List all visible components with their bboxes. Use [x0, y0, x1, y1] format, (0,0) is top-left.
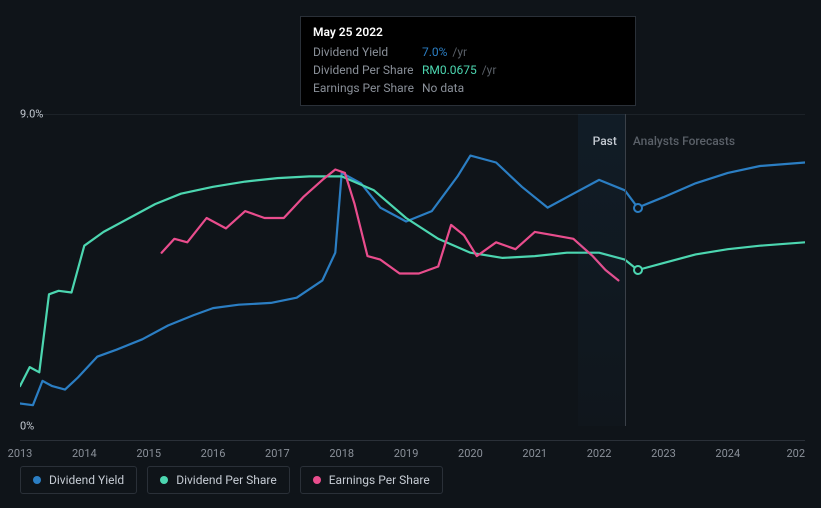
legend-item[interactable]: Dividend Per Share [147, 466, 290, 494]
tooltip-rows: Dividend Yield7.0% /yrDividend Per Share… [313, 43, 504, 97]
chart-tooltip: May 25 2022 Dividend Yield7.0% /yrDivide… [300, 16, 636, 106]
tooltip-row-label: Dividend Yield [313, 43, 422, 61]
legend-label: Earnings Per Share [329, 473, 430, 487]
y-axis-label: 9.0% [20, 108, 43, 121]
x-axis-tick: 2024 [715, 447, 740, 460]
legend: Dividend Yield Dividend Per Share Earnings… [20, 466, 443, 494]
series-line [20, 176, 805, 386]
x-axis-tick: 2022 [587, 447, 612, 460]
tooltip-row-value: 7.0% /yr [422, 43, 504, 61]
legend-dot-icon [33, 476, 41, 484]
x-axis-tick: 2014 [72, 447, 97, 460]
x-axis-tick: 202 [786, 447, 805, 460]
tooltip-row-value: RM0.0675 /yr [422, 61, 504, 79]
legend-label: Dividend Yield [49, 473, 124, 487]
legend-label: Dividend Per Share [176, 473, 277, 487]
tooltip-row-label: Dividend Per Share [313, 61, 422, 79]
legend-dot-icon [313, 476, 321, 484]
legend-item[interactable]: Earnings Per Share [300, 466, 443, 494]
past-label: Past [593, 134, 625, 148]
x-axis-tick: 2013 [8, 447, 33, 460]
chart-svg [20, 114, 805, 426]
x-axis: 2013201420152016201720182019202020212022… [20, 440, 805, 460]
x-axis-tick: 2015 [136, 447, 161, 460]
y-axis-label: 0% [20, 420, 34, 433]
x-axis-tick: 2018 [329, 447, 354, 460]
series-line [20, 156, 805, 406]
series-line [162, 170, 619, 281]
legend-item[interactable]: Dividend Yield [20, 466, 137, 494]
past-forecast-divider [625, 114, 626, 426]
x-axis-tick: 2019 [394, 447, 419, 460]
chart-plot[interactable]: Past Analysts Forecasts [20, 114, 805, 426]
legend-dot-icon [160, 476, 168, 484]
tooltip-row-value: No data [422, 79, 504, 97]
x-axis-tick: 2023 [651, 447, 676, 460]
chart: Past Analysts Forecasts 2013201420152016… [20, 100, 805, 460]
x-axis-tick: 2021 [522, 447, 547, 460]
x-axis-tick: 2020 [458, 447, 483, 460]
tooltip-row-label: Earnings Per Share [313, 79, 422, 97]
forecast-label: Analysts Forecasts [625, 134, 735, 148]
x-axis-tick: 2017 [265, 447, 290, 460]
x-axis-tick: 2016 [201, 447, 226, 460]
tooltip-date: May 25 2022 [313, 25, 623, 39]
series-marker [633, 265, 643, 275]
series-marker [633, 203, 643, 213]
